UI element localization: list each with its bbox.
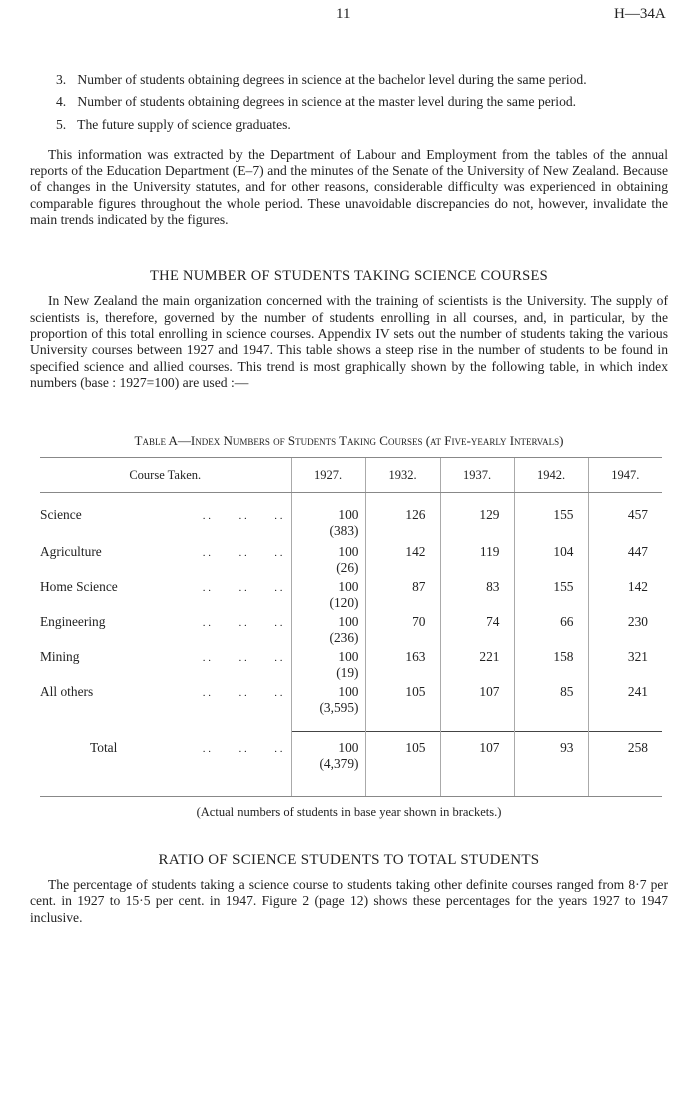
index-value: 107 xyxy=(479,740,500,756)
list-text: The future supply of science graduates. xyxy=(77,116,291,132)
table-header-row: Course Taken. 1927. 1932. 1937. 1942. 19… xyxy=(40,457,662,494)
document-page: 11 H—34A 3. Number of students obtaining… xyxy=(0,6,700,926)
base-count: (19) xyxy=(336,665,359,681)
leader-dots: . . . . . . xyxy=(202,547,283,560)
index-value: 100 xyxy=(338,507,359,523)
index-value: 100 xyxy=(338,579,359,595)
index-value: 241 xyxy=(627,684,648,700)
index-value: 93 xyxy=(560,740,574,756)
index-value: 107 xyxy=(479,684,500,700)
index-value: 221 xyxy=(479,649,500,665)
course-name: Home Science xyxy=(40,579,118,595)
page-number: 11 xyxy=(336,6,351,22)
course-name: Agriculture xyxy=(40,544,102,560)
index-value: 100 xyxy=(338,684,359,700)
leader-dots: . . . . . . xyxy=(202,582,283,595)
course-name: Total xyxy=(90,739,118,755)
index-value: 155 xyxy=(553,507,574,523)
paragraph-source: This information was extracted by the De… xyxy=(30,146,668,228)
base-count: (4,379) xyxy=(319,756,359,772)
course-name: Science xyxy=(40,507,82,523)
column-header: 1947. xyxy=(587,457,662,494)
base-count: (236) xyxy=(329,630,359,646)
table-note: (Actual numbers of students in base year… xyxy=(196,805,502,820)
index-value: 158 xyxy=(553,649,574,665)
paragraph-ratio: The percentage of students taking a scie… xyxy=(30,877,668,925)
list-text: Number of students obtaining degrees in … xyxy=(77,94,577,110)
row-spacer xyxy=(40,719,662,732)
section-heading: THE NUMBER OF STUDENTS TAKING SCIENCE CO… xyxy=(150,268,548,285)
base-count: (3,595) xyxy=(319,700,359,716)
index-value: 129 xyxy=(479,507,500,523)
column-header: 1937. xyxy=(439,457,514,494)
index-value: 119 xyxy=(479,544,500,560)
base-count: (26) xyxy=(336,560,359,576)
leader-dots: . . . . . . xyxy=(202,617,283,630)
list-number: 5. xyxy=(56,116,67,132)
leader-dots: . . . . . . xyxy=(202,652,283,665)
leader-dots: . . . . . . xyxy=(202,510,283,523)
list-item: 5. The future supply of science graduate… xyxy=(38,117,668,133)
column-header: 1927. xyxy=(290,457,365,494)
leader-dots: . . . . . . xyxy=(202,687,283,700)
leader-dots: . . . . . . xyxy=(202,742,283,755)
index-value: 100 xyxy=(338,544,359,560)
index-value: 105 xyxy=(405,684,426,700)
index-value: 230 xyxy=(627,614,648,630)
table-row: Home Science . . . . . . 100 (120) 87 83 155 14… xyxy=(40,579,662,615)
table-row: Agriculture . . . . . . 100 (26) 142 119 104 44… xyxy=(40,544,662,580)
column-header: 1932. xyxy=(364,457,440,494)
index-value: 83 xyxy=(486,579,500,595)
column-header: 1942. xyxy=(513,457,588,494)
course-name: Mining xyxy=(40,649,80,665)
index-value: 85 xyxy=(560,684,574,700)
base-count: (383) xyxy=(329,523,359,539)
index-value: 258 xyxy=(627,740,648,756)
page-header: 11 H—34A xyxy=(30,6,668,30)
index-value: 142 xyxy=(405,544,426,560)
document-code: H—34A xyxy=(614,6,666,22)
index-value: 163 xyxy=(405,649,426,665)
index-value: 457 xyxy=(627,507,648,523)
index-value: 126 xyxy=(405,507,426,523)
paragraph-science-courses: In New Zealand the main organization con… xyxy=(30,293,668,390)
index-value: 66 xyxy=(560,614,574,630)
index-value: 105 xyxy=(405,740,426,756)
course-name: All others xyxy=(40,684,94,700)
index-value: 321 xyxy=(627,649,648,665)
index-value: 100 xyxy=(338,740,359,756)
list-number: 3. xyxy=(56,72,67,87)
numbered-list: 3. Number of students obtaining degrees … xyxy=(30,72,668,133)
index-value: 104 xyxy=(553,544,574,560)
list-text: Number of students obtaining degrees in … xyxy=(77,72,587,87)
section-heading: RATIO OF SCIENCE STUDENTS TO TOTAL STUDE… xyxy=(158,852,540,869)
table-row: All others . . . . . . 100 (3,595) 105 107 85 2… xyxy=(40,684,662,720)
table-row: Mining . . . . . . 100 (19) 163 221 158 321 xyxy=(40,649,662,685)
table-caption: Table A—Index Numbers of Students Taking… xyxy=(134,433,564,449)
course-name: Engineering xyxy=(40,614,106,630)
index-value: 74 xyxy=(486,614,500,630)
index-value: 155 xyxy=(553,579,574,595)
index-value: 70 xyxy=(412,614,426,630)
index-table: Course Taken. 1927. 1932. 1937. 1942. 19… xyxy=(40,457,662,798)
list-item: 4. Number of students obtaining degrees … xyxy=(38,94,668,110)
index-value: 142 xyxy=(627,579,648,595)
list-number: 4. xyxy=(56,94,67,110)
index-value: 87 xyxy=(412,579,426,595)
table-row: Engineering . . . . . . 100 (236) 70 74 66 230 xyxy=(40,614,662,650)
column-header: Course Taken. xyxy=(40,457,291,494)
index-value: 100 xyxy=(338,614,359,630)
index-value: 100 xyxy=(338,649,359,665)
table-row: Science . . . . . . 100 (383) 126 129 155 457 xyxy=(40,492,662,545)
total-row: Total . . . . . . 100 (4,379) 105 107 93 258 xyxy=(40,731,662,798)
index-value: 447 xyxy=(627,544,648,560)
list-item: 3. Number of students obtaining degrees … xyxy=(38,72,668,88)
base-count: (120) xyxy=(329,595,359,611)
